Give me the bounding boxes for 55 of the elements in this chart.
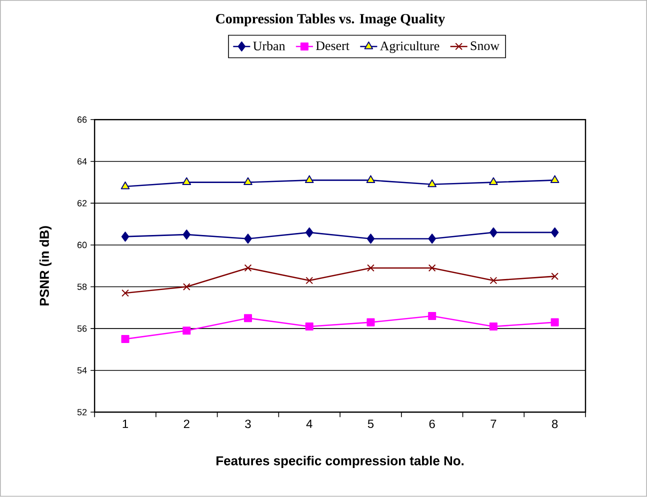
point [244,264,252,272]
point [489,322,498,331]
point [182,230,191,240]
x-tick-label: 2 [184,420,190,428]
point [490,228,498,238]
point [428,180,436,188]
point [122,290,129,297]
point [120,182,130,190]
y-axis-title: PSNR (in dB) [39,226,52,306]
point [244,177,252,186]
y-tick-label: 54 [77,367,87,374]
point [244,314,252,322]
point [550,175,560,184]
y-tick-label: 66 [78,116,87,123]
x-tick-label: 5 [368,420,374,428]
point [306,276,314,284]
legend-label: Agriculture [380,41,440,54]
y-tick-label: 52 [77,409,87,416]
point [490,276,498,284]
point [428,264,436,272]
legend-label: Urban [253,41,286,50]
x-tick-label: 6 [429,420,435,428]
x-tick-label: 3 [245,420,251,428]
y-tick-label: 58 [77,284,87,290]
point [244,234,252,244]
point [305,228,314,238]
point [551,272,559,280]
point [550,318,559,326]
point [366,318,375,326]
legend-label: Snow [470,42,500,50]
x-axis-title: Features specific compression table No. [216,456,464,468]
point [121,335,130,344]
y-tick-label: 60 [78,242,87,248]
x-tick-label: 4 [306,420,312,428]
point [182,177,192,186]
point [550,228,559,238]
point [121,232,130,242]
point [367,264,374,272]
y-tick-label: 64 [78,158,87,165]
point [428,234,436,244]
point [182,283,190,291]
x-tick-label: 7 [490,420,496,428]
point [489,177,498,186]
y-tick-label: 62 [78,200,87,207]
point [304,175,314,184]
point [366,175,376,184]
point [428,312,436,320]
point [366,234,375,244]
x-tick-label: 8 [552,420,558,428]
legend-label: Desert [316,42,350,50]
point [182,326,191,335]
chart-title: Compression Tables vs. Image Quality [216,14,445,27]
x-tick-label: 1 [122,420,128,428]
point [305,322,314,331]
y-tick-label: 56 [77,326,87,332]
